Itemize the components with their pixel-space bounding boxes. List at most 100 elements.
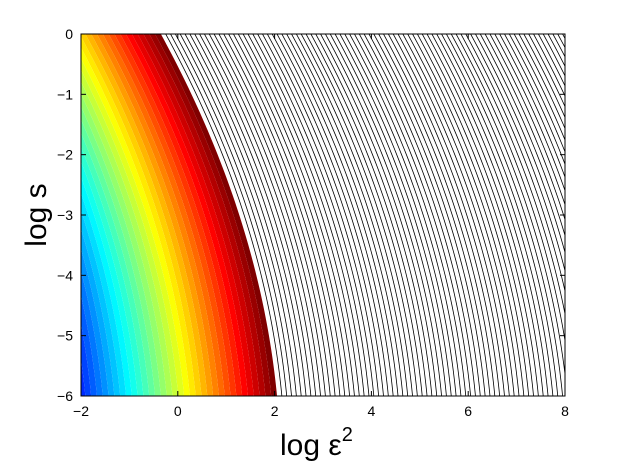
contour-line xyxy=(436,34,554,396)
contour-line xyxy=(233,34,351,396)
heatmap-band xyxy=(81,106,161,396)
contour-line xyxy=(479,34,565,237)
contour-line xyxy=(349,34,467,396)
y-tick-label: −4 xyxy=(57,267,73,283)
contour-line xyxy=(310,34,428,396)
contour-line xyxy=(446,34,563,396)
contour-line xyxy=(204,34,321,396)
contour-line xyxy=(421,34,539,396)
heatmap-band xyxy=(81,270,103,396)
x-axis: −2 0 2 4 6 8 xyxy=(73,34,569,419)
x-tick-label: 8 xyxy=(561,403,569,419)
x-tick-label: 4 xyxy=(368,403,376,419)
contour-line xyxy=(228,34,346,396)
contour-line xyxy=(194,34,312,396)
contour-line xyxy=(431,34,549,396)
contour-line xyxy=(266,34,384,396)
contour-line xyxy=(286,34,404,396)
contour-line xyxy=(175,34,292,396)
heatmap-band xyxy=(81,132,150,396)
heatmap-band xyxy=(81,177,132,396)
contour-line xyxy=(363,34,481,396)
heatmap-band xyxy=(81,81,173,396)
x-tick-label: −2 xyxy=(73,403,89,419)
contour-line xyxy=(523,34,565,119)
y-axis: 0 −1 −2 −3 −4 −5 −6 xyxy=(57,26,565,404)
contour-line xyxy=(218,34,336,396)
y-tick-label: −6 xyxy=(57,388,73,404)
contour-line xyxy=(513,34,565,141)
contour-line xyxy=(262,34,380,396)
contour-line xyxy=(441,34,559,396)
contour-line xyxy=(325,34,442,396)
contour-line xyxy=(199,34,317,396)
y-axis-label: log s xyxy=(20,183,53,246)
x-axis-label-base: log ε xyxy=(280,429,342,462)
contour-line xyxy=(489,34,565,206)
contour-line xyxy=(412,34,530,396)
contour-line xyxy=(237,34,355,396)
heatmap-band xyxy=(81,323,92,396)
contour-line xyxy=(518,34,565,130)
contour-line xyxy=(344,34,462,396)
x-tick-label: 0 xyxy=(174,403,182,419)
x-axis-label: log ε2 xyxy=(280,424,353,462)
contour-line xyxy=(223,34,341,396)
contour-line xyxy=(315,34,433,396)
contour-line xyxy=(373,34,491,396)
contour-line xyxy=(165,34,283,396)
contour-line xyxy=(329,34,447,396)
contour-line xyxy=(247,34,365,396)
contour-line xyxy=(397,34,515,396)
heatmap-fill xyxy=(81,34,278,396)
contour-line xyxy=(470,34,565,273)
heatmap-band xyxy=(81,248,109,396)
y-tick-label: −1 xyxy=(57,86,73,102)
y-tick-label: 0 xyxy=(65,26,73,42)
contour-line xyxy=(252,34,370,396)
contour-line xyxy=(407,34,525,396)
x-tick-label: 2 xyxy=(271,403,279,419)
contour-line xyxy=(354,34,472,396)
contour-line xyxy=(417,34,534,396)
heatmap-band xyxy=(81,359,86,396)
contour-line xyxy=(475,34,565,254)
contour-line xyxy=(291,34,409,396)
contour-lines xyxy=(165,34,622,396)
contour-line xyxy=(358,34,476,396)
heatmap-band xyxy=(81,161,138,396)
plot-area xyxy=(80,33,622,397)
heatmap-band xyxy=(81,295,97,396)
contour-line xyxy=(208,34,326,396)
contour-line xyxy=(392,34,510,396)
contour-line xyxy=(562,34,565,40)
contour-line xyxy=(189,34,307,396)
contour-line xyxy=(300,34,418,396)
contour-line xyxy=(508,34,565,153)
contour-line xyxy=(567,34,622,396)
heatmap-band xyxy=(81,193,127,396)
y-tick-label: −3 xyxy=(57,207,73,223)
contour-line xyxy=(276,34,394,396)
contour-line xyxy=(213,34,331,396)
contour-line xyxy=(281,34,399,396)
contour-line xyxy=(460,34,565,316)
contour-line xyxy=(368,34,486,396)
contour-line xyxy=(465,34,565,293)
contour-line xyxy=(320,34,438,396)
contour-line xyxy=(499,34,565,179)
contour-line xyxy=(305,34,423,396)
contour-line xyxy=(271,34,389,396)
x-axis-label-exponent: 2 xyxy=(342,424,353,446)
contour-line xyxy=(339,34,457,396)
contour-line xyxy=(494,34,565,192)
heatmap-band xyxy=(81,210,121,396)
heatmap-band xyxy=(81,119,156,396)
contour-line xyxy=(557,34,565,49)
contour-line xyxy=(572,34,622,396)
contour-line xyxy=(387,34,505,396)
contour-line xyxy=(296,34,413,396)
x-tick-label: 6 xyxy=(464,403,472,419)
heatmap-band xyxy=(81,93,167,396)
